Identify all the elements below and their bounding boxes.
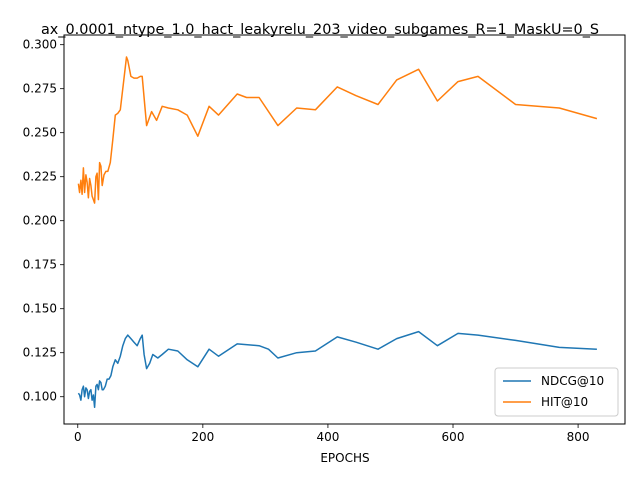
- y-axis: 0.100 0.125 0.150 0.175 0.200 0.225 0.250 0.275…: [23, 38, 64, 404]
- chart-title: ax_0.0001_ntype_1.0_hact_leakyrelu_203_v…: [41, 22, 599, 38]
- y-tick-label: 0.100: [23, 390, 57, 404]
- series-line-hit-10: [77, 56, 598, 204]
- x-tick-label: 800: [567, 430, 590, 444]
- legend-box: [494, 367, 619, 417]
- y-tick-label: 0.150: [23, 302, 57, 316]
- x-tick-label: 200: [191, 430, 214, 444]
- series-line-ndcg-10: [77, 330, 597, 409]
- y-tick-label: 0.300: [23, 38, 57, 52]
- axes-frame: [63, 34, 626, 425]
- legend: NDCG@10 HIT@10: [494, 367, 619, 417]
- x-axis: 0 200 400 600 800: [74, 424, 590, 444]
- x-axis-title: EPOCHS: [320, 451, 369, 465]
- y-tick-label: 0.125: [23, 346, 57, 360]
- x-tick-label: 400: [316, 430, 339, 444]
- y-tick-label: 0.200: [23, 214, 57, 228]
- legend-label-ndcg: NDCG@10: [541, 374, 604, 388]
- y-tick-label: 0.250: [23, 126, 57, 140]
- x-tick-label: 600: [442, 430, 465, 444]
- series-layer: [77, 56, 598, 409]
- y-tick-label: 0.225: [23, 170, 57, 184]
- plot-area: [63, 34, 626, 425]
- x-tick-label: 0: [74, 430, 82, 444]
- y-tick-label: 0.175: [23, 258, 57, 272]
- y-tick-label: 0.275: [23, 82, 57, 96]
- legend-label-hit: HIT@10: [541, 395, 588, 409]
